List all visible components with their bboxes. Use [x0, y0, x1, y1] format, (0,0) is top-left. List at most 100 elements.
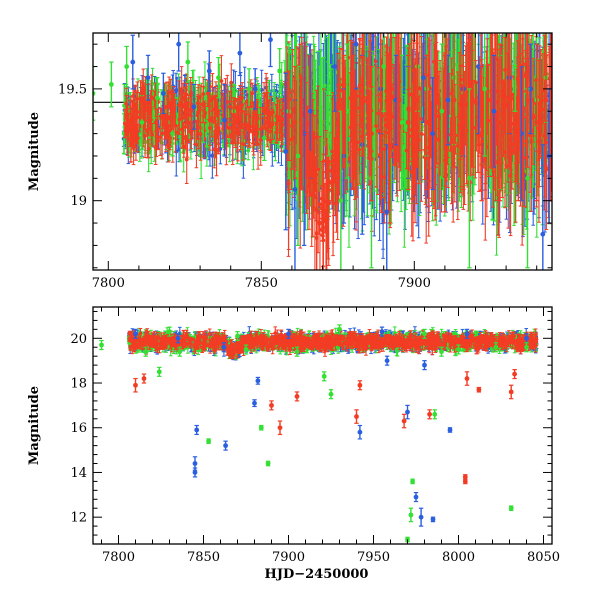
data-point-top-s2-34 — [424, 54, 429, 191]
data-point-bottom-s1-10 — [328, 389, 334, 400]
x-tick-label-top-7850: 7850 — [245, 276, 278, 291]
y-tick-label-bottom-4: 20 — [70, 332, 87, 347]
data-point-top-s0-31 — [540, 144, 546, 270]
data-point-bottom-s0-9 — [413, 491, 419, 503]
data-point-top-s2-14 — [304, 133, 310, 179]
x-tick-label-bottom-7950: 7950 — [357, 550, 390, 565]
data-point-bottom-s1-1 — [143, 346, 149, 357]
plot-area-top — [93, 33, 552, 270]
data-point-top-s2-3 — [170, 92, 175, 130]
data-point-bottom-s2-14 — [512, 369, 517, 380]
data-point-bottom-s1-4 — [206, 438, 212, 444]
x-tick-label-top-7900: 7900 — [398, 276, 431, 291]
data-point-top-s2-42 — [497, 43, 503, 202]
data-point-top-s2-9 — [261, 92, 267, 130]
data-point-top-s1-2 — [124, 45, 130, 88]
data-point-bottom-s1-7 — [265, 460, 271, 467]
y-tick-label-top-0: 19 — [70, 194, 87, 209]
x-tick-label-bottom-7800: 7800 — [102, 550, 135, 565]
y-tick-label-bottom-3: 18 — [70, 377, 87, 392]
data-point-bottom-s1-0 — [99, 339, 104, 351]
data-point-bottom-s1-6 — [258, 424, 264, 431]
data-point-top-s2-36 — [442, 54, 448, 213]
data-point-top-s0-3 — [176, 33, 182, 72]
data-point-bottom-s1-17 — [493, 342, 499, 353]
x-tick-label-bottom-8050: 8050 — [527, 550, 560, 565]
x-tick-label-bottom-7900: 7900 — [272, 550, 305, 565]
data-point-top-s1-20 — [399, 54, 405, 191]
data-point-top-s0-7 — [237, 33, 243, 77]
data-point-bottom-s1-13 — [410, 478, 415, 485]
data-point-top-s0-4 — [191, 83, 197, 130]
data-point-top-s2-8 — [246, 106, 252, 148]
x-tick-label-bottom-7850: 7850 — [187, 550, 220, 565]
data-point-bottom-s2-6 — [357, 380, 363, 391]
data-point-bottom-s0-12 — [430, 516, 436, 523]
x-tick-label-top-7800: 7800 — [92, 276, 125, 291]
data-point-bottom-s2-18 — [311, 335, 317, 346]
y-tick-label-top-1: 19.5 — [58, 82, 87, 97]
data-point-top-s2-37 — [451, 33, 457, 168]
data-point-bottom-s1-15 — [439, 346, 444, 357]
data-point-bottom-s1-21 — [235, 330, 240, 342]
data-point-top-s1-25 — [466, 88, 472, 269]
data-point-top-s1-28 — [512, 33, 518, 112]
data-point-top-s1-15 — [326, 33, 332, 157]
data-point-bottom-s1-16 — [456, 344, 461, 355]
data-point-top-s2-30 — [387, 65, 393, 224]
data-point-top-s0-10 — [283, 72, 289, 231]
data-point-bottom-s2-15 — [517, 342, 523, 353]
data-point-top-s2-25 — [341, 54, 347, 168]
data-point-bottom-s0-3 — [223, 440, 229, 451]
data-point-bottom-s0-5 — [255, 376, 261, 385]
data-point-top-s1-12 — [277, 48, 283, 94]
data-point-top-s2-13 — [298, 77, 304, 191]
data-point-top-s2-11 — [286, 70, 292, 162]
data-point-bottom-s2-13 — [508, 384, 514, 400]
data-point-top-s2-39 — [470, 33, 475, 168]
data-point-bottom-s2-8 — [427, 409, 432, 420]
data-point-bottom-s1-3 — [177, 346, 183, 357]
data-point-top-s0-9 — [268, 33, 273, 68]
data-point-bottom-s2-16 — [150, 337, 155, 348]
data-point-top-s0-26 — [476, 33, 481, 135]
data-point-bottom-s1-8 — [294, 346, 300, 357]
data-point-bottom-s0-11 — [422, 360, 427, 371]
data-point-top-s0-23 — [430, 77, 436, 191]
data-point-bottom-s2-2 — [269, 400, 274, 411]
y-tick-label-bottom-2: 16 — [70, 421, 87, 436]
data-point-bottom-s2-0 — [133, 377, 138, 393]
data-point-bottom-s2-1 — [141, 373, 147, 384]
data-point-top-s2-24 — [335, 106, 341, 162]
data-point-bottom-s0-10 — [418, 507, 424, 527]
data-point-bottom-s2-7 — [401, 413, 407, 429]
data-point-bottom-s1-2 — [156, 366, 162, 377]
data-point-top-s2-47 — [543, 33, 549, 168]
data-point-top-s2-15 — [307, 150, 313, 197]
data-point-top-s2-16 — [310, 179, 316, 208]
data-point-top-s0-19 — [384, 144, 390, 270]
data-point-bottom-s2-17 — [226, 344, 232, 355]
data-point-bottom-s2-20 — [498, 335, 504, 346]
data-point-top-s1-1 — [108, 61, 114, 108]
data-point-bottom-s2-12 — [476, 386, 482, 393]
data-point-top-s2-38 — [460, 54, 466, 191]
data-point-top-s2-21 — [326, 188, 332, 217]
data-point-top-s2-26 — [350, 54, 356, 191]
data-point-top-s1-8 — [216, 56, 221, 99]
data-point-top-s2-28 — [369, 65, 374, 202]
data-point-bottom-s1-5 — [243, 344, 249, 355]
data-point-top-s2-45 — [525, 33, 530, 168]
data-point-top-s2-31 — [396, 33, 402, 168]
y-axis-label-top: Magnitude — [27, 112, 42, 191]
data-point-top-s0-1 — [145, 54, 151, 101]
data-point-top-s0-6 — [222, 83, 227, 157]
data-point-top-s2-2 — [154, 108, 160, 150]
data-point-top-s0-14 — [332, 33, 338, 112]
data-point-bottom-s2-3 — [277, 420, 283, 436]
data-point-top-s0-2 — [160, 72, 166, 115]
data-point-bottom-s2-4 — [294, 391, 300, 402]
data-point-bottom-s2-11 — [464, 371, 470, 386]
data-point-top-s2-41 — [488, 33, 494, 168]
